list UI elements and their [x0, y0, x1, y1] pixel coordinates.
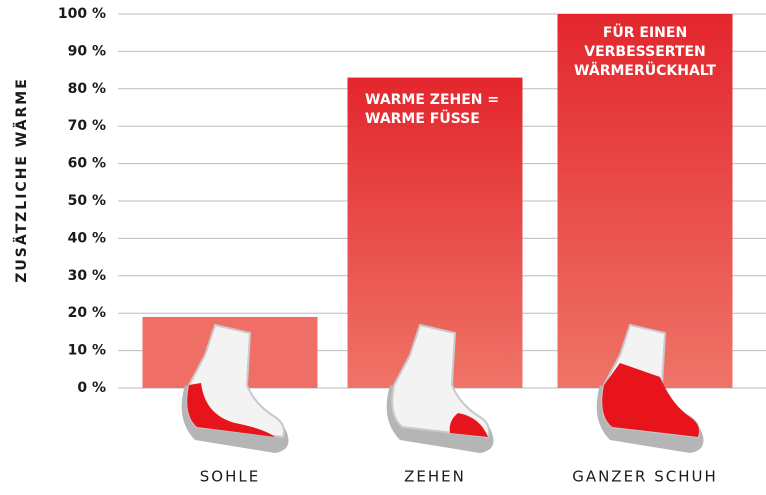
y-tick-label: 10 % — [68, 343, 106, 359]
bar-annotation: WARME FÜSSE — [365, 109, 480, 127]
y-tick-label: 40 % — [68, 230, 106, 246]
y-tick-label: 0 % — [77, 380, 106, 396]
y-axis-label: ZUSÄTZLICHE WÄRME — [13, 77, 30, 283]
y-tick-label: 100 % — [58, 6, 106, 22]
y-tick-label: 90 % — [68, 43, 106, 59]
x-tick-label: ZEHEN — [404, 468, 466, 486]
y-tick-label: 60 % — [68, 156, 106, 172]
y-tick-label: 70 % — [68, 118, 106, 134]
bar-annotation: FÜR EINEN — [603, 23, 687, 41]
bar-annotation: WÄRMERÜCKHALT — [574, 61, 716, 79]
y-tick-label: 50 % — [68, 193, 106, 209]
y-tick-label: 30 % — [68, 268, 106, 284]
bar-annotation: WARME ZEHEN = — [365, 92, 499, 108]
y-tick-label: 20 % — [68, 305, 106, 321]
x-tick-label: SOHLE — [200, 468, 260, 486]
x-tick-label: GANZER SCHUH — [572, 468, 718, 486]
chart: 0 % 10 % 20 % 30 % 40 % 50 % 60 % 70 % 80 % 90 % 1… — [0, 0, 766, 495]
y-tick-label: 80 % — [68, 81, 106, 97]
bar-annotation: VERBESSERTEN — [584, 44, 706, 60]
